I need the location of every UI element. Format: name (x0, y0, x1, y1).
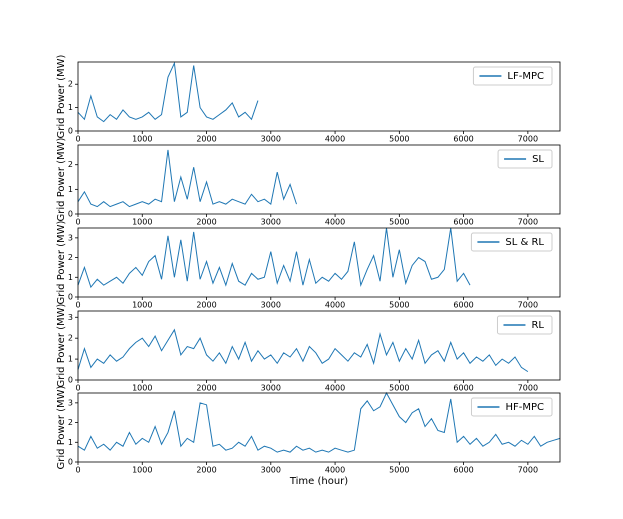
y-tick-label: 2 (68, 160, 73, 169)
y-tick-label: 1 (68, 185, 73, 194)
x-tick-label: 2000 (196, 384, 216, 393)
x-tick-label: 5000 (389, 301, 409, 310)
x-tick-label: 6000 (453, 135, 473, 144)
y-axis-label: Grid Power (MW) (56, 385, 67, 469)
x-tick-label: 7000 (518, 466, 538, 475)
legend-label: SL & RL (505, 237, 544, 248)
x-tick-label: 3000 (261, 301, 281, 310)
legend: SL & RL (470, 232, 553, 252)
x-tick-label: 5000 (389, 135, 409, 144)
y-axis-label: Grid Power (MW) (56, 220, 67, 304)
legend-box (470, 232, 553, 252)
y-tick-label: 3 (68, 398, 73, 407)
y-axis-label: Grid Power (MW) (56, 137, 67, 221)
x-tick-label: 0 (75, 466, 80, 475)
y-tick-label: 2 (68, 253, 73, 262)
y-tick-label: 3 (68, 313, 73, 322)
series-line (77, 61, 259, 123)
x-tick-label: 2000 (196, 301, 216, 310)
legend: HF-MPC (470, 397, 553, 417)
y-tick-label: 0 (68, 293, 73, 302)
axes-frame (77, 227, 561, 298)
y-axis-label: Grid Power (MW) (56, 54, 67, 138)
y-tick-label: 0 (68, 210, 73, 219)
x-tick-label: 3000 (261, 466, 281, 475)
legend: RL (496, 315, 553, 335)
x-tick-label: 4000 (325, 466, 345, 475)
x-tick-label: 4000 (325, 218, 345, 227)
legend-box (472, 66, 553, 86)
y-tick-label: 2 (68, 80, 73, 89)
y-axis-label: Grid Power (MW) (56, 303, 67, 387)
x-tick-label: 6000 (453, 466, 473, 475)
axes-frame (77, 310, 561, 381)
legend: LF-MPC (472, 66, 553, 86)
x-tick-label: 5000 (389, 218, 409, 227)
x-tick-label: 7000 (518, 218, 538, 227)
axes-frame (77, 144, 561, 215)
y-tick-label: 0 (68, 127, 73, 136)
x-tick-label: 5000 (389, 466, 409, 475)
x-tick-label: 6000 (453, 218, 473, 227)
axes-frame (77, 61, 561, 132)
y-tick-label: 1 (68, 103, 73, 112)
x-tick-label: 3000 (261, 384, 281, 393)
x-tick-label: 1000 (132, 466, 152, 475)
x-tick-label: 3000 (261, 135, 281, 144)
x-tick-label: 2000 (196, 466, 216, 475)
x-tick-label: 4000 (325, 301, 345, 310)
x-tick-label: 7000 (518, 135, 538, 144)
series-line (77, 391, 561, 453)
x-tick-label: 7000 (518, 384, 538, 393)
x-tick-label: 6000 (453, 384, 473, 393)
x-tick-label: 1000 (132, 384, 152, 393)
x-tick-label: 6000 (453, 301, 473, 310)
legend-label: SL (532, 154, 544, 165)
x-tick-label: 3000 (261, 218, 281, 227)
x-tick-label: 0 (75, 135, 80, 144)
legend-label: HF-MPC (505, 402, 544, 413)
x-tick-label: 2000 (196, 135, 216, 144)
x-tick-label: 1000 (132, 218, 152, 227)
y-tick-label: 3 (68, 233, 73, 242)
series-line (77, 149, 297, 208)
y-tick-label: 1 (68, 273, 73, 282)
x-tick-label: 4000 (325, 135, 345, 144)
x-tick-label: 5000 (389, 384, 409, 393)
axes-frame (77, 392, 561, 463)
y-tick-label: 2 (68, 334, 73, 343)
y-tick-label: 1 (68, 438, 73, 447)
x-tick-label: 0 (75, 384, 80, 393)
x-tick-label: 1000 (132, 301, 152, 310)
x-tick-label: 0 (75, 301, 80, 310)
y-tick-label: 0 (68, 458, 73, 467)
x-tick-label: 1000 (132, 135, 152, 144)
y-tick-label: 0 (68, 376, 73, 385)
series-line (77, 328, 529, 373)
x-axis-label: Time (hour) (289, 476, 348, 487)
legend-label: RL (531, 320, 544, 331)
legend-label: LF-MPC (507, 71, 544, 82)
x-tick-label: 2000 (196, 218, 216, 227)
y-tick-label: 2 (68, 418, 73, 427)
x-tick-label: 7000 (518, 301, 538, 310)
legend-box (470, 397, 553, 417)
legend: SL (497, 149, 553, 169)
y-tick-label: 1 (68, 355, 73, 364)
x-tick-label: 0 (75, 218, 80, 227)
series-line (77, 227, 471, 289)
x-tick-label: 4000 (325, 384, 345, 393)
